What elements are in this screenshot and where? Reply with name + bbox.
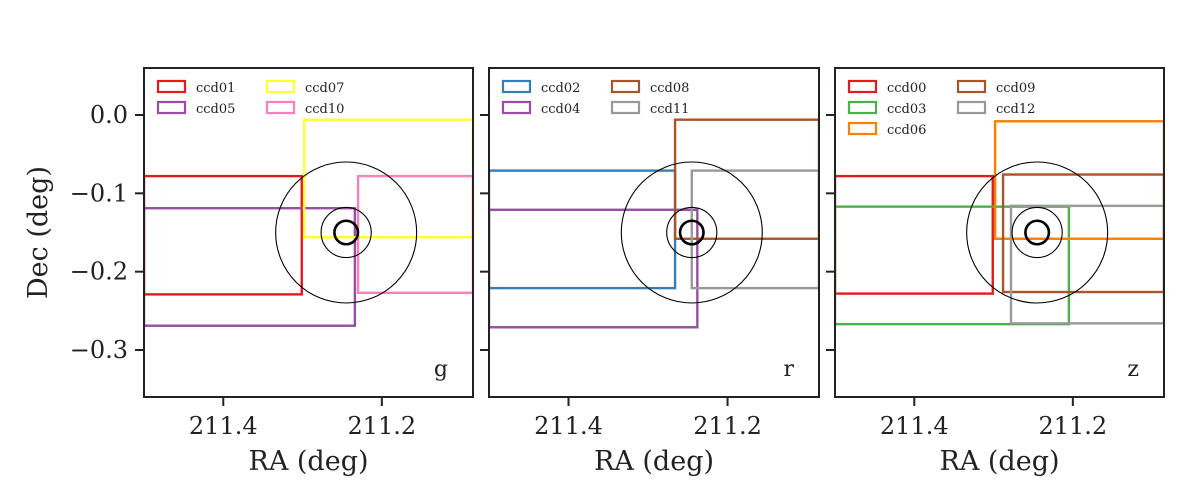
footprint-ccd01 [144, 174, 303, 296]
footprint-ccd09 [1001, 173, 1164, 294]
plot-area-g [144, 118, 473, 327]
target-circle-2 [320, 206, 372, 259]
panel-g: 211.4 211.2 0.0 −0.1 −0.2 −0.3 RA (deg) Dec (de… [23, 67, 474, 477]
x-tick-label: 211.4 [534, 412, 603, 440]
footprint-ccd12 [1009, 204, 1164, 325]
y-axis-label: Dec (deg) [23, 166, 54, 299]
x-tick-label: 211.2 [1038, 412, 1107, 440]
legend-swatch-ccd08 [610, 79, 641, 94]
footprint-ccd11 [690, 169, 819, 290]
footprint-ccd03 [835, 205, 1071, 326]
legend-entry-ccd09: ccd09 [996, 81, 1035, 96]
legend-entry-ccd07: ccd07 [305, 81, 344, 96]
legend: ccd02 ccd04 ccd08 ccd11 [501, 79, 689, 117]
legend: ccd01 ccd05 ccd07 ccd10 [156, 79, 344, 117]
y-tick-label: −0.2 [70, 258, 128, 286]
legend-entry-ccd04: ccd04 [541, 102, 580, 117]
y-tick-label: −0.3 [70, 336, 128, 364]
footprint-ccd05 [144, 207, 357, 327]
plot-area-z [835, 120, 1164, 326]
x-axis-label: RA (deg) [594, 446, 714, 477]
footprint-ccd04 [489, 208, 699, 329]
footprint-ccd06 [993, 120, 1164, 240]
axes-frame-g [143, 67, 474, 398]
axes-frame-r [488, 67, 820, 398]
legend-entry-ccd02: ccd02 [541, 81, 580, 96]
legend-entry-ccd06: ccd06 [887, 123, 926, 138]
legend-swatch-ccd04 [501, 100, 532, 115]
legend-swatch-ccd11 [610, 100, 641, 115]
target-circle-2 [1011, 206, 1063, 259]
x-tick-label: 211.2 [347, 412, 416, 440]
target-circle-3 [678, 219, 705, 246]
legend-entry-ccd01: ccd01 [196, 81, 235, 96]
legend-swatch-ccd12 [956, 100, 987, 115]
x-tick-label: 211.4 [880, 412, 949, 440]
legend-swatch-ccd03 [847, 100, 878, 115]
legend-entry-ccd11: ccd11 [650, 102, 689, 117]
legend-swatch-ccd10 [265, 100, 296, 115]
target-circle-3 [1024, 219, 1051, 246]
footprint-ccd00 [835, 174, 994, 295]
legend-swatch-ccd00 [847, 79, 878, 94]
legend-swatch-ccd07 [265, 79, 296, 94]
y-tick-label: −0.1 [70, 179, 128, 207]
legend-swatch-ccd09 [956, 79, 987, 94]
legend-swatch-ccd01 [156, 79, 187, 94]
footprint-ccd07 [302, 118, 473, 239]
legend-entry-ccd12: ccd12 [996, 102, 1035, 117]
x-axis-label: RA (deg) [939, 446, 1059, 477]
legend-entry-ccd08: ccd08 [650, 81, 689, 96]
legend-entry-ccd10: ccd10 [305, 102, 344, 117]
band-label: r [783, 357, 794, 382]
target-circle-1 [275, 161, 418, 304]
legend-swatch-ccd02 [501, 79, 532, 94]
x-tick-label: 211.2 [693, 412, 762, 440]
axes-frame-z [834, 67, 1165, 398]
target-circle-3 [333, 219, 360, 246]
legend-swatch-ccd06 [847, 121, 878, 136]
band-label: g [434, 357, 448, 382]
target-circle-2 [666, 206, 718, 259]
legend-entry-ccd00: ccd00 [887, 81, 926, 96]
legend-entry-ccd03: ccd03 [887, 102, 926, 117]
footprint-ccd02 [489, 169, 677, 290]
panel-r: 211.4 211.2 RA (deg) r ccd02 ccd04 ccd08 ccd11 [480, 67, 820, 477]
panel-z: 211.4 211.2RA (deg)zccd00ccd03ccd06ccd09c… [826, 67, 1165, 477]
legend-swatch-ccd05 [156, 100, 187, 115]
legend-entry-ccd05: ccd05 [196, 102, 235, 117]
footprint-ccd10 [356, 174, 473, 295]
plot-area-r [489, 118, 819, 329]
band-label: z [1127, 357, 1139, 382]
target-circle-1 [620, 161, 763, 304]
y-tick-label: 0.0 [90, 101, 128, 129]
legend: ccd00 ccd03 ccd06 ccd09 ccd12 [847, 79, 1035, 138]
x-tick-label: 211.4 [189, 412, 258, 440]
target-circle-1 [966, 161, 1109, 304]
x-axis-label: RA (deg) [248, 446, 368, 477]
